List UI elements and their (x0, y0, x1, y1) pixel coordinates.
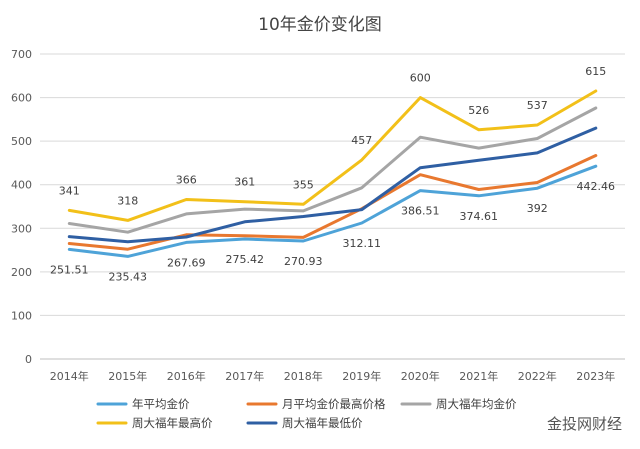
x-tick-label: 2017年 (225, 369, 264, 383)
y-tick-label: 200 (11, 266, 32, 279)
x-tick-label: 2020年 (401, 369, 440, 383)
y-tick-label: 300 (11, 222, 32, 235)
y-tick-label: 500 (11, 135, 32, 148)
series-lines (67, 89, 598, 258)
data-label: 355 (293, 178, 314, 191)
data-label: 600 (410, 72, 431, 85)
data-label: 374.61 (460, 210, 499, 223)
series-line (67, 164, 598, 258)
data-label: 341 (59, 184, 80, 197)
series-line (67, 126, 598, 244)
watermark-text: 金投网财经 (547, 415, 622, 433)
data-label: 457 (351, 134, 372, 147)
data-label: 318 (117, 194, 138, 207)
legend-item: 周大福年最低价 (246, 416, 363, 430)
chart-title: 10年金价变化图 (258, 15, 382, 35)
y-tick-label: 100 (11, 309, 32, 322)
data-label: 537 (527, 99, 548, 112)
data-label: 251.51 (50, 263, 89, 276)
legend-label: 周大福年最低价 (282, 416, 363, 430)
legend-item: 月平均金价最高价格 (246, 397, 386, 411)
legend-label: 年平均金价 (132, 397, 190, 411)
data-labels: 341 318 366 361 355 457 600 526 537 615 251.51 235.… (50, 65, 615, 283)
legend-label: 周大福年最高价 (132, 416, 213, 430)
x-tick-label: 2018年 (284, 369, 323, 383)
series-line (67, 154, 598, 251)
data-label: 526 (468, 104, 489, 117)
x-tick-label: 2021年 (459, 369, 498, 383)
x-tick-label: 2014年 (50, 369, 89, 383)
data-label: 615 (585, 65, 606, 78)
data-label: 386.51 (401, 205, 440, 218)
x-axis-ticks: 2014年 2015年 2016年 2017年 2018年 2019年 2020年 2021年… (50, 369, 616, 383)
y-tick-label: 700 (11, 48, 32, 61)
legend-item: 周大福年最高价 (96, 416, 213, 430)
data-label: 366 (176, 174, 197, 187)
data-label: 392 (527, 202, 548, 215)
x-tick-label: 2019年 (342, 369, 381, 383)
data-label: 235.43 (109, 270, 148, 283)
y-tick-label: 400 (11, 179, 32, 192)
x-tick-label: 2022年 (518, 369, 557, 383)
data-label: 361 (234, 176, 255, 189)
y-axis-ticks: 0 100 200 300 400 500 600 700 (11, 48, 32, 366)
data-label: 442.46 (577, 180, 616, 193)
x-tick-label: 2023年 (576, 369, 615, 383)
data-label: 275.42 (226, 253, 265, 266)
series-line (67, 106, 598, 234)
legend-item: 年平均金价 (96, 397, 190, 411)
legend-label: 月平均金价最高价格 (282, 397, 386, 411)
data-label: 267.69 (167, 256, 206, 269)
legend-item: 周大福年均金价 (400, 397, 517, 411)
legend-label: 周大福年均金价 (436, 397, 517, 411)
data-label: 270.93 (284, 255, 323, 268)
series-line (67, 89, 598, 222)
y-tick-label: 0 (25, 353, 32, 366)
y-tick-label: 600 (11, 92, 32, 105)
x-tick-label: 2015年 (108, 369, 147, 383)
x-tick-label: 2016年 (167, 369, 206, 383)
data-label: 312.11 (343, 237, 382, 250)
